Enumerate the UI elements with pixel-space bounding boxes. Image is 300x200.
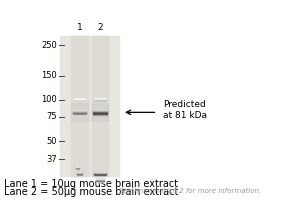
- Text: 2: 2: [97, 23, 103, 32]
- Bar: [96, 178, 104, 179]
- Bar: [73, 112, 86, 113]
- Bar: [76, 174, 82, 175]
- Bar: [93, 112, 107, 113]
- Bar: [96, 179, 104, 180]
- Text: Lane 2 = 50μg mouse brain extract: Lane 2 = 50μg mouse brain extract: [4, 187, 179, 197]
- Text: 75: 75: [47, 112, 57, 121]
- Text: Predicted
at 81 kDa: Predicted at 81 kDa: [163, 100, 207, 120]
- Text: 37: 37: [46, 155, 57, 164]
- Text: 150: 150: [42, 71, 57, 80]
- Bar: [74, 100, 85, 101]
- Bar: [93, 113, 107, 114]
- Bar: [93, 109, 107, 110]
- Text: 250: 250: [42, 41, 57, 50]
- Text: 50: 50: [47, 137, 57, 146]
- Bar: [76, 173, 82, 174]
- Text: See Immunoblot 2 for more information.: See Immunoblot 2 for more information.: [119, 188, 261, 194]
- Bar: [76, 167, 80, 168]
- Bar: [60, 36, 119, 176]
- Bar: [94, 100, 106, 101]
- Bar: [76, 172, 82, 173]
- Bar: [76, 168, 80, 169]
- Bar: [74, 99, 85, 100]
- Text: Lane 1 = 10μg mouse brain extract: Lane 1 = 10μg mouse brain extract: [4, 179, 178, 189]
- Bar: [73, 114, 86, 115]
- Text: 1: 1: [76, 23, 82, 32]
- Bar: [94, 174, 106, 175]
- Bar: [94, 98, 106, 99]
- Bar: [94, 173, 106, 174]
- Bar: [71, 103, 88, 121]
- Bar: [94, 175, 106, 176]
- Bar: [92, 36, 108, 176]
- Bar: [96, 180, 104, 181]
- Bar: [93, 110, 107, 111]
- Bar: [74, 98, 85, 99]
- Bar: [94, 172, 106, 173]
- Bar: [73, 110, 86, 111]
- Bar: [93, 111, 107, 112]
- Bar: [73, 111, 86, 112]
- Bar: [71, 36, 88, 176]
- Bar: [93, 115, 107, 116]
- Bar: [92, 103, 108, 121]
- Bar: [76, 166, 80, 167]
- Bar: [94, 99, 106, 100]
- Text: 100: 100: [42, 95, 57, 104]
- Bar: [96, 181, 104, 182]
- Bar: [93, 114, 107, 115]
- Bar: [94, 171, 106, 172]
- Bar: [73, 113, 86, 114]
